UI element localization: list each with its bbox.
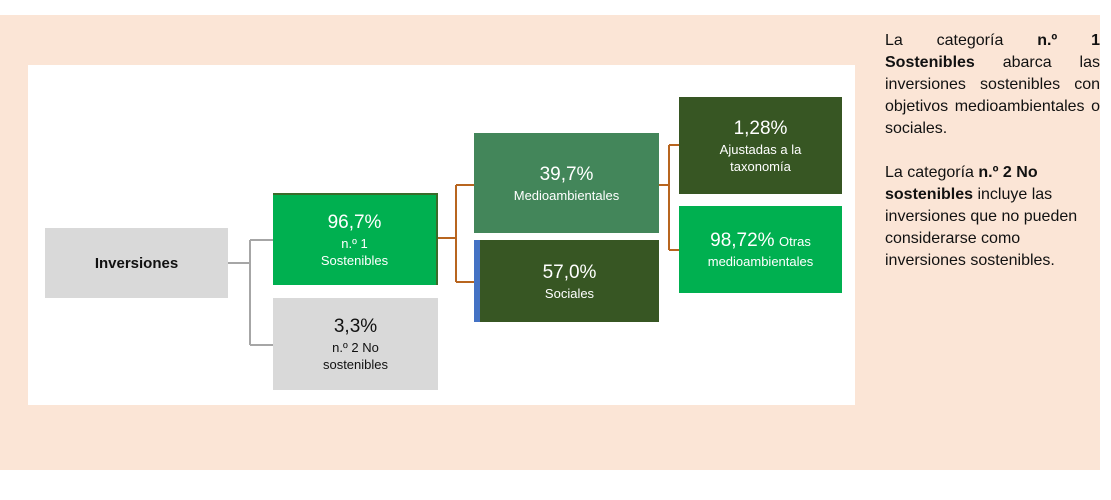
node-social: 57,0% Sociales <box>474 240 659 322</box>
node-value: 96,7% <box>327 212 382 233</box>
node-label: Inversiones <box>94 254 179 272</box>
note-bold: n.º 1 Sostenibles <box>885 32 1101 71</box>
node-other-environmental: 98,72% Otras medioambientales <box>679 206 842 293</box>
note: La categoría n.º 2 No sostenibles incluy… <box>885 162 1100 272</box>
brown-connector <box>438 144 679 283</box>
node-value: 3,3% <box>333 316 378 337</box>
note-text: abarca las inversiones sostenibles con o… <box>885 54 1100 137</box>
node-label: medioambientales <box>707 254 814 269</box>
node-label: Otras <box>779 234 811 249</box>
note-text: La categoría <box>885 32 1038 49</box>
node-root: Inversiones <box>45 228 228 298</box>
node-label: Sociales <box>544 285 595 301</box>
node-label: Medioambientales <box>513 187 620 203</box>
node-taxonomy: 1,28% Ajustadas a la taxonomía <box>679 97 842 194</box>
node-value: 1,28% <box>733 117 788 139</box>
node-value: 39,7% <box>539 163 594 185</box>
note: La categoría n.º 1 Sostenibles abarca la… <box>885 30 1100 140</box>
node-label: Ajustadas a la taxonomía <box>719 141 802 174</box>
node-value: 57,0% <box>542 261 597 283</box>
node-sustainable: 96,7% n.º 1 Sostenibles <box>273 193 438 285</box>
node-not-sustainable: 3,3% n.º 2 No sostenibles <box>273 298 438 390</box>
note-bold: n.º 2 No sostenibles <box>885 164 1038 203</box>
node-value: 98,72% <box>710 230 775 251</box>
note-text: La categoría <box>885 164 979 181</box>
gray-connector <box>228 239 273 346</box>
notes: La categoría n.º 1 Sostenibles abarca la… <box>885 30 1100 294</box>
node-environmental: 39,7% Medioambientales <box>474 133 659 233</box>
node-label: n.º 2 No sostenibles <box>322 340 389 372</box>
note-text: incluye las inversiones que no pueden co… <box>885 186 1078 269</box>
node-label: n.º 1 Sostenibles <box>320 236 389 268</box>
